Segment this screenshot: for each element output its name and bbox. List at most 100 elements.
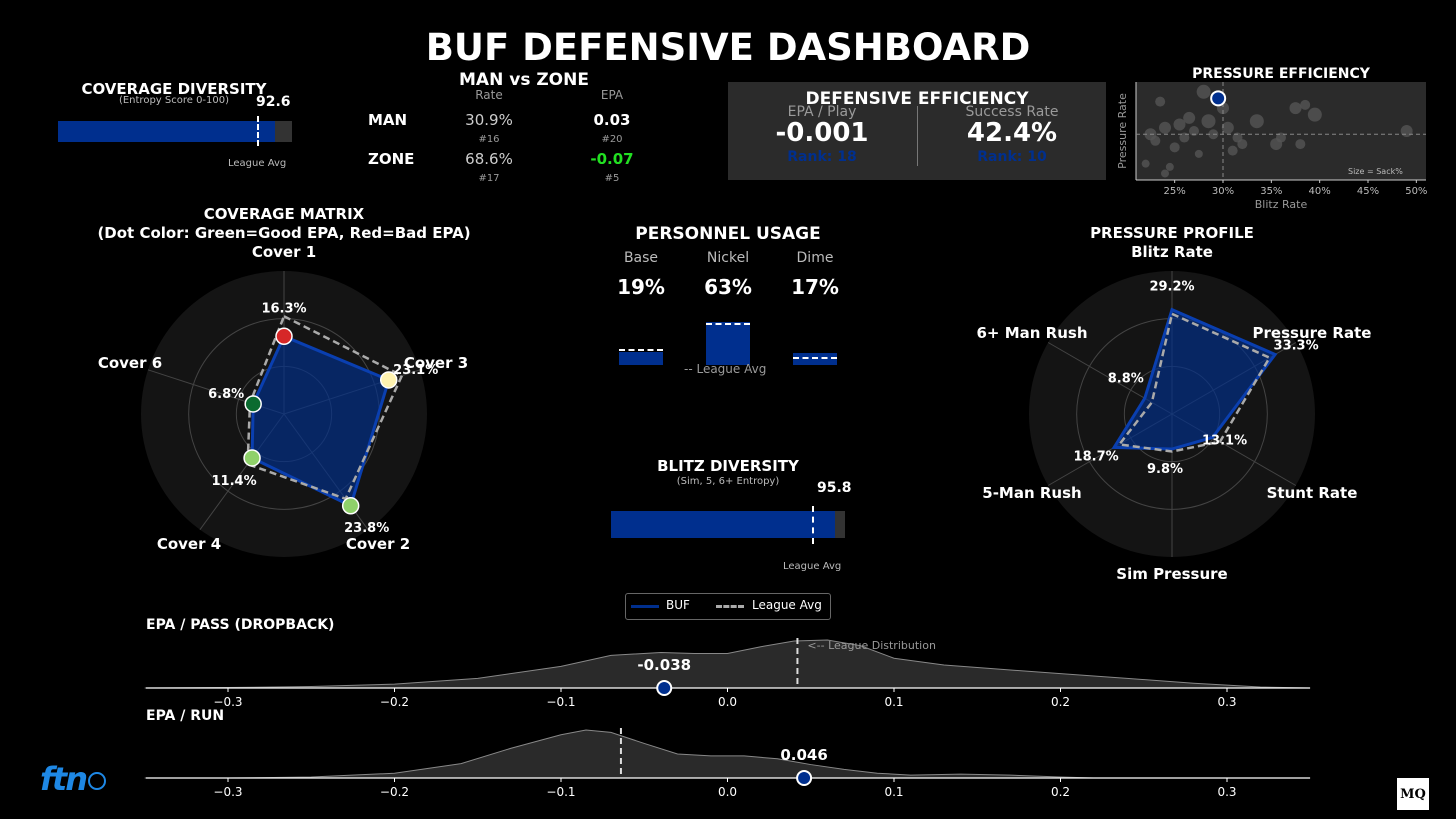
success-rate-rank: Rank: 10 xyxy=(977,149,1047,165)
personnel-base-label: Base xyxy=(623,250,659,266)
coverage-diversity-subtitle: (Entropy Score 0-100) xyxy=(118,95,230,106)
man-label: MAN xyxy=(368,111,408,129)
distribution-x-tick-label: 0.1 xyxy=(884,695,903,709)
scatter-y-label: Pressure Rate xyxy=(1116,93,1129,169)
scatter-league-point xyxy=(1173,118,1186,131)
scatter-league-point xyxy=(1141,159,1150,168)
blitz-diversity-fill xyxy=(611,511,836,538)
personnel-base-league-line xyxy=(619,348,663,351)
radar-axis-label: Pressure Rate xyxy=(1253,324,1372,342)
epa-pass-distribution: −0.3 −0.2 −0.1 0.0 0.1 0.2 0.3 <-- League Distr… xyxy=(144,638,1311,709)
radar-coverage-dot xyxy=(244,395,262,413)
ftn-logo-mark xyxy=(88,772,106,790)
radar-value-label: 16.3% xyxy=(261,301,306,316)
distribution-x-tick-label: 0.0 xyxy=(718,785,737,799)
coverage-diversity-bar xyxy=(58,121,292,142)
success-rate-label: Success Rate xyxy=(965,104,1059,120)
scatter-league-point xyxy=(1307,107,1322,122)
scatter-team-point xyxy=(1210,90,1227,107)
scatter-league-point xyxy=(1161,169,1169,178)
legend-team-label: BUF xyxy=(666,598,690,612)
distribution-x-tick-label: −0.3 xyxy=(213,785,242,799)
legend-league-label: League Avg xyxy=(752,598,822,612)
distribution-team-point xyxy=(796,770,813,786)
scatter-x-tick-label: 45% xyxy=(1357,186,1379,197)
chart-legend: BUF League Avg xyxy=(625,593,831,620)
distribution-x-tick-label: 0.1 xyxy=(884,785,903,799)
radar-coverage-dot xyxy=(341,497,360,515)
personnel-nickel-label: Nickel xyxy=(706,250,750,266)
radar-axis-label: 5-Man Rush xyxy=(982,484,1081,502)
blitz-diversity-subtitle: (Sim, 5, 6+ Entropy) xyxy=(676,476,780,487)
radar-league-outline xyxy=(246,314,404,501)
personnel-dime-league-line xyxy=(793,356,837,359)
blitz-diversity-bar xyxy=(611,511,845,538)
ftn-logo-text: ftn xyxy=(40,760,88,798)
radar-value-label: 23.1% xyxy=(393,363,438,378)
scatter-league-point xyxy=(1201,114,1216,129)
zone-epa-rank: #5 xyxy=(604,173,620,184)
distribution-x-tick-label: 0.3 xyxy=(1217,695,1236,709)
radar-value-label: 29.2% xyxy=(1149,280,1194,295)
distribution-x-tick-label: −0.2 xyxy=(380,785,409,799)
radar-value-label: 6.8% xyxy=(208,387,244,402)
blitz-diversity-league-line xyxy=(812,506,815,544)
scatter-x-tick-label: 50% xyxy=(1405,186,1427,197)
radar-coverage-dot xyxy=(243,449,261,467)
radar-axis-label: Cover 3 xyxy=(404,354,468,372)
radar-axis-label: Cover 4 xyxy=(157,535,221,553)
scatter-league-point xyxy=(1159,121,1171,134)
pressure-profile-radar: 29.2% 33.3% 13.1% 9.8% 18.7% 8.8% Blitz Rate Pr… xyxy=(976,243,1372,583)
scatter-size-note: Size = Sack% xyxy=(1348,167,1403,176)
personnel-league-label: -- League Avg xyxy=(684,362,767,376)
coverage-diversity-league-line xyxy=(256,116,259,146)
man-zone-title: MAN vs ZONE xyxy=(459,70,589,90)
scatter-league-point xyxy=(1295,139,1306,150)
radar-value-label: 23.8% xyxy=(344,521,389,536)
scatter-league-point xyxy=(1194,149,1203,158)
scatter-league-point xyxy=(1221,121,1234,134)
scatter-x-tick-label: 25% xyxy=(1164,186,1186,197)
distribution-x-tick-label: 0.3 xyxy=(1217,785,1236,799)
personnel-nickel-league-line xyxy=(706,322,750,325)
scatter-league-point xyxy=(1276,132,1286,143)
distribution-x-tick-label: 0.0 xyxy=(718,695,737,709)
man-epa: 0.03 xyxy=(593,111,631,129)
man-zone-rate-header: Rate xyxy=(475,88,503,102)
epa-run-title: EPA / RUN xyxy=(146,708,225,724)
radar-axis-label: Stunt Rate xyxy=(1267,484,1358,502)
defensive-efficiency-title: DEFENSIVE EFFICIENCY xyxy=(805,89,1029,109)
personnel-dime-label: Dime xyxy=(796,250,834,266)
coverage-matrix-subtitle: (Dot Color: Green=Good EPA, Red=Bad EPA) xyxy=(97,224,471,242)
scatter-league-point xyxy=(1237,139,1248,150)
epa-run-distribution: −0.3 −0.2 −0.1 0.0 0.1 0.2 0.3 0.046 xyxy=(0,720,1456,802)
scatter-plot-area xyxy=(1136,82,1426,180)
scatter-league-point xyxy=(1196,84,1211,99)
radar-axis-label: Blitz Rate xyxy=(1131,243,1213,261)
radar-coverage-dot xyxy=(275,327,293,346)
radar-axis-label: Cover 2 xyxy=(346,535,410,553)
success-rate-value: 42.4% xyxy=(966,118,1058,148)
personnel-base-bar xyxy=(619,352,663,365)
scatter-x-tick-label: 40% xyxy=(1309,186,1331,197)
distribution-team-value: -0.038 xyxy=(637,656,691,674)
scatter-league-point xyxy=(1165,162,1174,171)
radar-value-label: 18.7% xyxy=(1074,449,1119,464)
distribution-x-tick-label: 0.2 xyxy=(1051,695,1070,709)
legend-team-swatch xyxy=(631,605,659,608)
scatter-league-point xyxy=(1189,126,1199,136)
personnel-dime-value: 17% xyxy=(791,275,839,299)
scatter-league-point xyxy=(1400,125,1413,137)
zone-epa: -0.07 xyxy=(590,150,634,168)
scatter-league-point xyxy=(1300,99,1311,110)
page-title: BUF DEFENSIVE DASHBOARD xyxy=(425,26,1031,69)
distribution-team-point xyxy=(656,680,673,696)
distribution-x-tick-label: 0.2 xyxy=(1051,785,1070,799)
pressure-profile-title: PRESSURE PROFILE xyxy=(1090,224,1254,242)
scatter-league-point xyxy=(1150,135,1161,146)
distribution-x-tick-label: −0.1 xyxy=(546,695,575,709)
man-zone-epa-header: EPA xyxy=(600,88,624,102)
personnel-nickel-bar xyxy=(706,322,750,365)
radar-team-area xyxy=(1111,307,1278,451)
scatter-league-point xyxy=(1155,96,1166,107)
